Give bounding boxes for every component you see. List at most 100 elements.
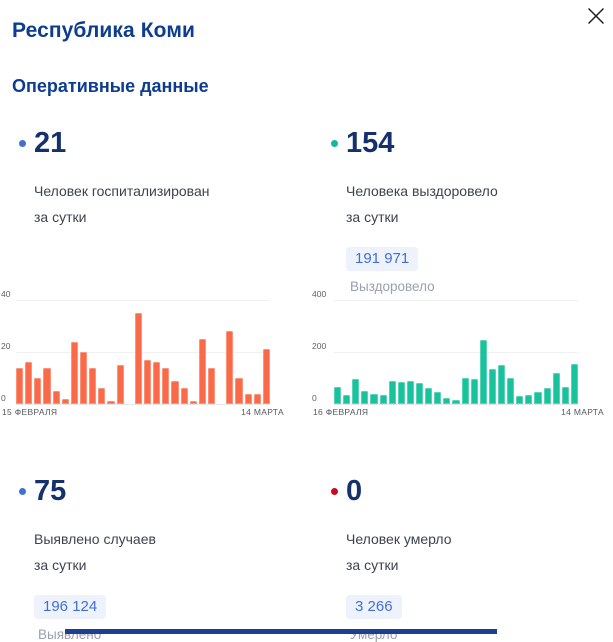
bar <box>543 388 551 404</box>
stat-label: Человека выздоровело за сутки <box>346 178 613 230</box>
stat-dot <box>19 488 26 495</box>
y-tick-label: 0 <box>312 393 317 403</box>
gridline <box>334 352 578 353</box>
stat-label-line2: за сутки <box>34 557 87 573</box>
bar <box>507 378 515 404</box>
stat-label-line1: Человек госпитализирован <box>34 183 210 199</box>
gridline <box>16 300 270 301</box>
x-axis-end-label: 14 МАРТА <box>561 407 604 417</box>
bar <box>89 367 97 404</box>
total-deaths-badge: 3 266 <box>346 595 402 619</box>
x-axis-end-label: 14 МАРТА <box>241 407 284 417</box>
stat-label-line1: Выявлено случаев <box>34 531 156 547</box>
bar <box>434 392 442 404</box>
close-button[interactable] <box>584 4 608 28</box>
bar <box>189 401 197 404</box>
bars-container <box>16 300 270 404</box>
bar <box>143 359 152 404</box>
total-recovered-caption: Выздоровело <box>350 279 435 294</box>
stat-label: Человек госпитализирован за сутки <box>34 178 302 230</box>
bar <box>370 393 378 404</box>
total-confirmed-badge: 196 124 <box>34 595 107 619</box>
bar <box>70 341 78 404</box>
stat-label-line2: за сутки <box>346 209 399 225</box>
bar <box>415 383 424 404</box>
bar <box>479 340 487 404</box>
bar <box>153 362 161 404</box>
bar <box>235 378 243 404</box>
stat-confirmed: 75 Выявлено случаев за сутки 196 124 Выя… <box>12 476 302 642</box>
bar <box>334 387 342 404</box>
hospitalized-daily-chart[interactable]: 40 20 0 15 ФЕВРАЛЯ 14 МАРТА <box>1 289 284 417</box>
stat-value: 21 <box>34 127 67 159</box>
gridline <box>334 300 578 301</box>
region-title: Республика Коми <box>12 19 195 42</box>
bar <box>570 363 578 404</box>
stat-label-line1: Человека выздоровело <box>346 183 498 199</box>
bar <box>461 378 469 404</box>
bar <box>397 381 405 404</box>
y-tick-label: 200 <box>312 341 327 351</box>
stat-label-line2: за сутки <box>346 557 399 573</box>
stat-value: 75 <box>34 475 67 507</box>
bar <box>253 393 261 404</box>
bar <box>379 394 387 404</box>
bar <box>34 378 42 404</box>
cutoff-banner <box>65 629 497 634</box>
bar <box>525 394 533 404</box>
stat-label: Выявлено случаев за сутки <box>34 526 302 578</box>
bar <box>79 352 88 404</box>
bar <box>443 397 451 404</box>
bar <box>425 388 433 404</box>
bar <box>171 380 179 404</box>
bar <box>43 367 51 404</box>
bar <box>388 380 396 404</box>
bar <box>98 388 106 404</box>
bar <box>361 391 369 404</box>
bar <box>534 392 542 404</box>
bar <box>343 394 351 404</box>
bar <box>452 400 460 404</box>
bar <box>61 398 69 404</box>
stat-hospitalized: 21 Человек госпитализирован за сутки <box>12 128 302 230</box>
gridline <box>16 352 270 353</box>
bar <box>107 401 115 404</box>
stat-deaths: 0 Человек умерло за сутки 3 266 Умерло <box>324 476 613 642</box>
bar <box>497 365 506 404</box>
bar <box>516 396 524 404</box>
bar <box>162 367 170 404</box>
y-tick-label: 0 <box>1 393 6 403</box>
bar <box>352 379 360 404</box>
x-axis-start-label: 15 ФЕВРАЛЯ <box>2 407 58 417</box>
bar <box>116 365 124 404</box>
bar <box>16 367 24 404</box>
stat-recovered: 154 Человека выздоровело за сутки 191 97… <box>324 128 613 294</box>
close-icon <box>588 8 604 24</box>
bar <box>470 379 478 404</box>
x-axis-start-label: 16 ФЕВРАЛЯ <box>313 407 369 417</box>
total-recovered-badge: 191 971 <box>346 247 419 271</box>
bar <box>226 331 234 404</box>
stat-label: Человек умерло за сутки <box>346 526 613 578</box>
stat-value: 0 <box>346 475 363 507</box>
bar <box>207 367 216 404</box>
section-title: Оперативные данные <box>12 76 209 96</box>
axis-baseline <box>16 404 270 405</box>
stat-dot <box>331 140 338 147</box>
stat-label-line2: за сутки <box>34 209 87 225</box>
stat-dot <box>331 488 338 495</box>
bar <box>198 339 206 404</box>
bar <box>488 368 496 404</box>
bar <box>134 313 142 404</box>
bar <box>262 349 270 404</box>
bar <box>52 391 60 404</box>
bars-container <box>334 300 578 404</box>
stat-label-line1: Человек умерло <box>346 531 452 547</box>
bar <box>25 362 33 404</box>
axis-baseline <box>334 404 578 405</box>
stat-value: 154 <box>346 127 395 159</box>
bar <box>552 372 560 404</box>
recovered-daily-chart[interactable]: 400 200 0 16 ФЕВРАЛЯ 14 МАРТА <box>312 289 604 417</box>
bar <box>244 393 252 404</box>
bar <box>561 387 569 404</box>
